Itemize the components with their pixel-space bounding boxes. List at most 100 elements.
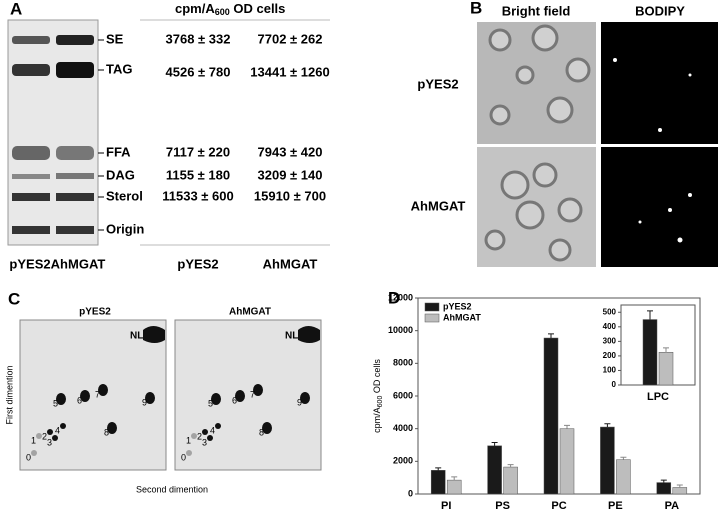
spot bbox=[191, 433, 197, 439]
axis-label: Second dimention bbox=[136, 484, 208, 494]
spot-label: 7 bbox=[250, 389, 255, 399]
fluorescent-spots bbox=[613, 58, 692, 243]
band-label: DAG bbox=[106, 167, 135, 182]
spot-label: 1 bbox=[186, 435, 191, 445]
spot bbox=[262, 422, 272, 434]
plate-title: pYES2 bbox=[79, 307, 111, 318]
spot bbox=[253, 384, 263, 396]
nl-spot bbox=[143, 326, 165, 343]
spot-label: 9 bbox=[297, 397, 302, 407]
spot bbox=[235, 390, 245, 402]
plot-frame bbox=[620, 304, 696, 386]
band-label: TAG bbox=[106, 61, 132, 76]
spot bbox=[36, 433, 42, 439]
table-cell: 7702 ± 262 bbox=[258, 31, 323, 46]
error-bar bbox=[604, 423, 611, 428]
band-label: Origin bbox=[106, 221, 144, 236]
error-bar bbox=[435, 467, 442, 471]
spot bbox=[60, 423, 66, 429]
x-tick-label: PI bbox=[441, 500, 451, 512]
spot-label: 7 bbox=[95, 389, 100, 399]
y-tick-label: 300 bbox=[603, 336, 617, 345]
error-bar bbox=[564, 424, 570, 429]
table-cell: 15910 ± 700 bbox=[254, 188, 326, 203]
table-cell: 1155 ± 180 bbox=[166, 167, 230, 182]
spot-label: 1 bbox=[31, 435, 36, 445]
y-tick-label: 4000 bbox=[393, 423, 413, 433]
bar bbox=[600, 426, 615, 495]
spot-label: 6 bbox=[232, 395, 237, 405]
table-cell: 3768 ± 332 bbox=[166, 31, 231, 46]
y-tick-label: 0 bbox=[408, 488, 413, 498]
row-label: AhMGAT bbox=[411, 198, 466, 213]
spot bbox=[56, 393, 66, 405]
legend-swatch bbox=[424, 302, 440, 312]
spot bbox=[202, 429, 208, 435]
y-tick-label: 2000 bbox=[393, 456, 413, 466]
spot-label: 3 bbox=[202, 437, 207, 447]
column-label: pYES2 bbox=[177, 256, 218, 271]
error-bar bbox=[491, 442, 498, 446]
table-cell: 7117 ± 220 bbox=[166, 144, 230, 159]
panel-letter: D bbox=[388, 288, 400, 307]
y-tick-label: 8000 bbox=[393, 358, 413, 368]
spot bbox=[215, 423, 221, 429]
plate-title: AhMGAT bbox=[229, 307, 271, 318]
spot-label: 6 bbox=[77, 395, 82, 405]
table-header: cpm/A600 OD cells bbox=[175, 1, 285, 17]
x-tick-label: PE bbox=[608, 500, 623, 512]
spot bbox=[98, 384, 108, 396]
spot bbox=[31, 450, 37, 456]
bar bbox=[672, 487, 688, 495]
band-label: SE bbox=[106, 31, 124, 46]
panel-letter: C bbox=[8, 289, 20, 308]
x-tick-label: LPC bbox=[647, 391, 669, 403]
x-tick-label: PC bbox=[551, 500, 566, 512]
spot bbox=[300, 392, 310, 404]
tlc-image bbox=[7, 19, 99, 246]
table-cell: 13441 ± 1260 bbox=[250, 64, 329, 79]
error-bar bbox=[647, 310, 653, 320]
legend-label: AhMGAT bbox=[443, 312, 481, 322]
spot bbox=[52, 435, 58, 441]
spot-label: 5 bbox=[53, 398, 58, 408]
bar bbox=[559, 428, 575, 495]
spot bbox=[47, 429, 53, 435]
y-tick-label: 100 bbox=[603, 366, 617, 375]
bar bbox=[487, 445, 502, 495]
spot bbox=[107, 422, 117, 434]
axis-label: First dimention bbox=[4, 365, 14, 424]
tlc-bands bbox=[12, 35, 94, 234]
bar bbox=[642, 319, 658, 386]
x-tick-label: PA bbox=[665, 500, 680, 512]
row-label: pYES2 bbox=[417, 76, 458, 91]
spot-label: 2 bbox=[42, 431, 47, 441]
spot-label: NL bbox=[285, 331, 298, 342]
spot-label: 2 bbox=[197, 431, 202, 441]
y-tick-label: 12000 bbox=[388, 292, 413, 302]
table-cell: 7943 ± 420 bbox=[258, 144, 323, 159]
bar bbox=[446, 479, 462, 495]
spot-label: 8 bbox=[259, 427, 264, 437]
error-bar bbox=[451, 476, 458, 481]
column-label: BODIPY bbox=[635, 3, 685, 18]
error-bar bbox=[660, 479, 667, 483]
y-tick-label: 200 bbox=[603, 351, 617, 360]
spot bbox=[186, 450, 192, 456]
spot-label: 0 bbox=[181, 452, 186, 462]
bar bbox=[616, 459, 631, 495]
cells bbox=[484, 24, 591, 262]
legend-swatch bbox=[424, 313, 440, 323]
y-axis-label: cpm/A600 OD cells bbox=[372, 359, 383, 433]
band-label: Sterol bbox=[106, 188, 143, 203]
spot-label: 4 bbox=[210, 425, 215, 435]
table-cell: 11533 ± 600 bbox=[162, 188, 233, 203]
spot-label: 5 bbox=[208, 398, 213, 408]
spot bbox=[207, 435, 213, 441]
spot-label: 3 bbox=[47, 437, 52, 447]
nl-spot bbox=[298, 326, 320, 343]
y-tick-label: 6000 bbox=[393, 390, 413, 400]
spot-label: 8 bbox=[104, 427, 109, 437]
y-tick-label: 10000 bbox=[388, 325, 413, 335]
